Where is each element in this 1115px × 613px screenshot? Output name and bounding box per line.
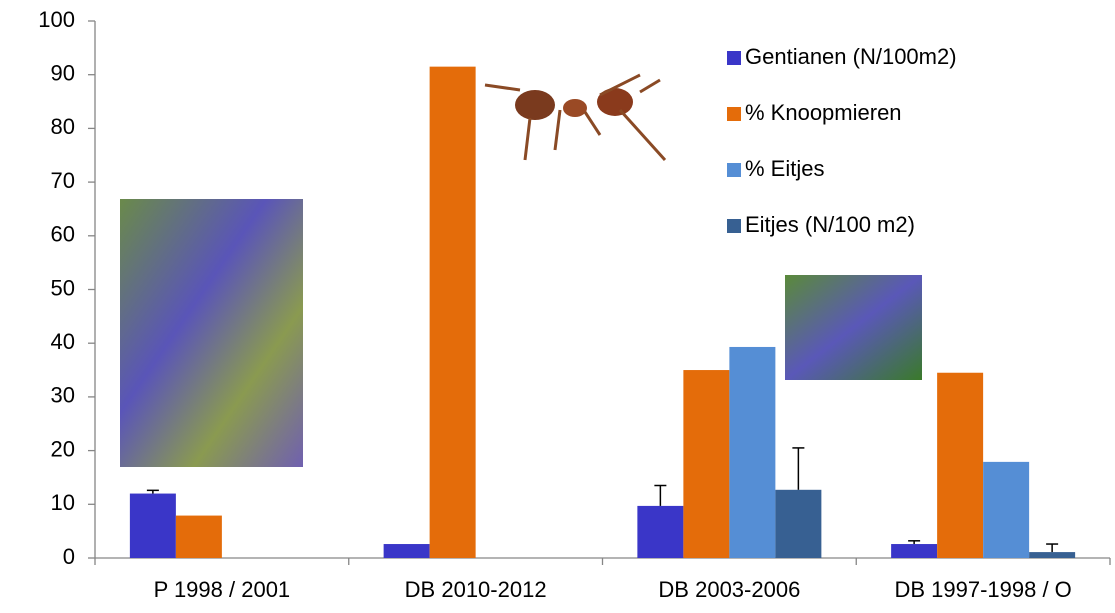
y-tick-label: 60 <box>51 222 75 247</box>
legend-swatch <box>727 107 741 121</box>
legend-label: % Knoopmieren <box>745 100 902 125</box>
error-bar <box>792 448 804 490</box>
bar <box>176 516 222 558</box>
bar <box>384 544 430 558</box>
bar <box>683 370 729 558</box>
x-tick-label: P 1998 / 2001 <box>154 577 291 602</box>
y-tick-label: 0 <box>63 544 75 569</box>
y-tick-label: 70 <box>51 168 75 193</box>
egg-photo <box>785 275 922 380</box>
x-tick-label: DB 2010-2012 <box>405 577 547 602</box>
bar <box>729 347 775 558</box>
y-tick-label: 90 <box>51 61 75 86</box>
ant-photo <box>485 75 665 160</box>
y-tick-label: 30 <box>51 383 75 408</box>
bar <box>937 373 983 558</box>
bar <box>891 544 937 558</box>
y-tick-label: 100 <box>38 7 75 32</box>
x-tick-label: DB 2003-2006 <box>658 577 800 602</box>
legend-label: Gentianen (N/100m2) <box>745 44 957 69</box>
bar <box>983 462 1029 558</box>
y-tick-label: 50 <box>51 275 75 300</box>
bar <box>775 490 821 558</box>
y-tick-label: 40 <box>51 329 75 354</box>
bar <box>130 494 176 558</box>
y-tick-label: 80 <box>51 114 75 139</box>
legend-swatch <box>727 163 741 177</box>
gentian-photo <box>120 199 303 467</box>
bar <box>430 67 476 558</box>
legend-label: Eitjes (N/100 m2) <box>745 212 915 237</box>
error-bar <box>1046 544 1058 552</box>
legend-label: % Eitjes <box>745 156 824 181</box>
bar <box>1029 552 1075 558</box>
x-tick-label: DB 1997-1998 / O <box>894 577 1071 602</box>
y-tick-label: 10 <box>51 490 75 515</box>
bar <box>637 506 683 558</box>
legend-swatch <box>727 219 741 233</box>
y-tick-label: 20 <box>51 436 75 461</box>
legend-swatch <box>727 51 741 65</box>
error-bar <box>654 486 666 506</box>
chart: 0 10 20 30 40 50 60 70 80 90 100 P 1998 / 2001 DB 20… <box>0 0 1115 613</box>
error-bar <box>147 490 159 493</box>
error-bar <box>908 541 920 544</box>
